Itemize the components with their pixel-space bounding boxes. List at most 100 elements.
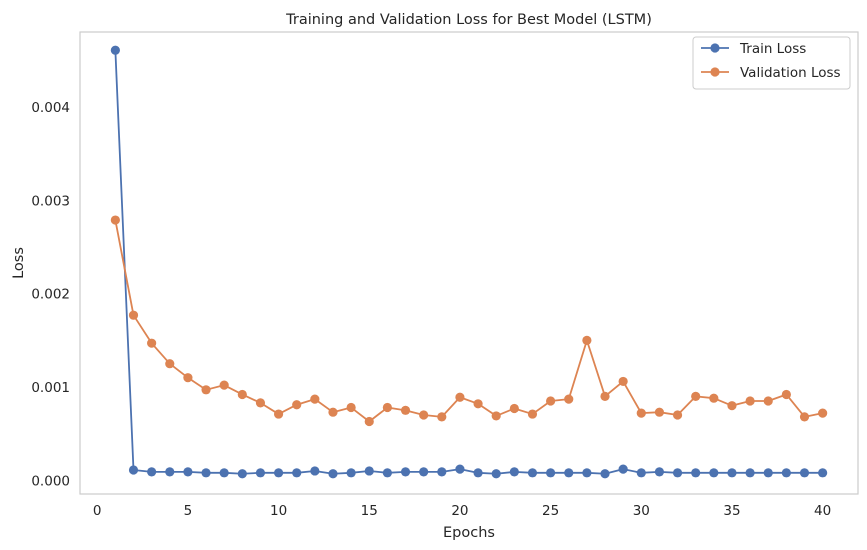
train-loss-point	[509, 467, 519, 477]
x-tick-label: 35	[723, 503, 740, 519]
train-loss-point	[110, 45, 120, 55]
train-loss-point	[346, 468, 356, 478]
validation-loss-point	[346, 402, 356, 413]
train-loss-line	[114, 50, 823, 475]
x-ticks: 0 5 10 15 20 25 30 35 40	[93, 503, 831, 519]
chart-title: Training and Validation Loss for Best Mo…	[285, 12, 652, 28]
legend-box	[692, 36, 851, 90]
x-tick-label: 15	[361, 503, 378, 519]
validation-loss-point	[781, 389, 791, 400]
validation-loss-point	[310, 394, 320, 404]
train-loss-point	[527, 468, 538, 478]
validation-loss-point	[709, 393, 719, 403]
validation-loss-point	[273, 409, 284, 419]
train-loss-point	[419, 467, 429, 477]
train-loss-point	[672, 468, 683, 478]
train-loss-point	[219, 468, 229, 478]
train-loss-point	[600, 469, 610, 479]
validation-loss-point	[455, 392, 465, 402]
train-loss-point	[165, 467, 175, 477]
validation-loss-point	[328, 407, 338, 417]
train-loss-point	[745, 468, 755, 478]
validation-loss-point	[364, 416, 374, 427]
train-loss-point	[618, 464, 628, 474]
validation-loss-point	[799, 412, 810, 422]
train-loss-point	[292, 468, 302, 478]
train-loss-point	[582, 468, 592, 478]
legend: Train Loss Validation Loss	[692, 36, 851, 90]
train-loss-point	[328, 469, 338, 479]
train-loss-point	[763, 468, 773, 478]
validation-loss-point	[564, 394, 574, 404]
validation-loss-point	[600, 391, 610, 401]
y-tick-label: 0.004	[31, 100, 70, 116]
train-loss-point	[727, 468, 737, 478]
validation-loss-point	[183, 373, 193, 383]
validation-loss-point	[527, 409, 538, 419]
train-loss-point	[455, 464, 465, 474]
train-loss-point	[237, 469, 247, 479]
validation-loss-point	[219, 380, 229, 390]
validation-loss-point	[237, 389, 247, 400]
validation-loss-point	[818, 408, 828, 418]
train-loss-point	[437, 467, 447, 477]
y-ticks: 0.000 0.001 0.002 0.003 0.004	[31, 100, 70, 489]
validation-loss-point	[636, 408, 646, 418]
validation-loss-point	[509, 403, 519, 414]
validation-loss-legend-label: Validation Loss	[740, 65, 841, 81]
validation-loss-point	[672, 410, 683, 420]
train-loss-point	[128, 465, 139, 475]
validation-loss-point	[255, 398, 266, 408]
validation-loss-point	[382, 402, 392, 413]
y-tick-label: 0.002	[31, 287, 70, 303]
train-loss-point	[255, 468, 266, 478]
validation-loss-point	[546, 396, 556, 406]
series-layer	[110, 45, 828, 479]
train-loss-point	[473, 468, 483, 478]
validation-loss-point	[400, 405, 411, 415]
validation-loss-point	[654, 407, 665, 417]
train-loss-point	[183, 467, 193, 477]
validation-loss-point	[419, 410, 429, 420]
validation-loss-point	[437, 412, 447, 422]
x-tick-label: 20	[451, 503, 468, 519]
train-loss-point	[400, 467, 411, 477]
validation-loss-point	[582, 335, 592, 345]
x-tick-label: 25	[542, 503, 559, 519]
train-loss-legend-marker	[710, 43, 720, 53]
y-tick-label: 0.001	[31, 380, 70, 396]
train-loss-point	[709, 468, 719, 478]
plot-frame	[79, 31, 859, 495]
train-loss-point	[273, 468, 284, 478]
x-tick-label: 10	[270, 503, 287, 519]
train-loss-point	[364, 466, 374, 476]
validation-loss-line	[114, 219, 823, 423]
train-loss-point	[491, 469, 501, 479]
train-loss-point	[799, 468, 810, 478]
validation-loss-point	[473, 399, 483, 409]
train-loss-point	[781, 468, 791, 478]
validation-loss-point	[165, 359, 175, 369]
x-tick-label: 0	[93, 503, 102, 519]
train-loss-legend-label: Train Loss	[739, 41, 806, 57]
validation-loss-point	[745, 396, 755, 406]
validation-loss-point	[727, 401, 737, 411]
train-loss-point	[564, 468, 574, 478]
x-tick-label: 30	[633, 503, 650, 519]
train-loss-point	[310, 466, 320, 476]
validation-loss-point	[691, 391, 701, 401]
validation-loss-point	[292, 400, 302, 410]
x-tick-label: 40	[814, 503, 831, 519]
x-tick-label: 5	[184, 503, 193, 519]
train-loss-point	[654, 467, 665, 477]
train-loss-point	[382, 468, 392, 478]
train-loss-point	[691, 468, 701, 478]
y-axis-label: Loss	[11, 247, 27, 279]
train-loss-point	[546, 468, 556, 478]
validation-loss-point	[201, 385, 211, 395]
validation-loss-point	[618, 376, 628, 387]
train-loss-point	[147, 467, 157, 477]
validation-loss-point	[110, 215, 120, 225]
train-loss-point	[201, 468, 211, 478]
